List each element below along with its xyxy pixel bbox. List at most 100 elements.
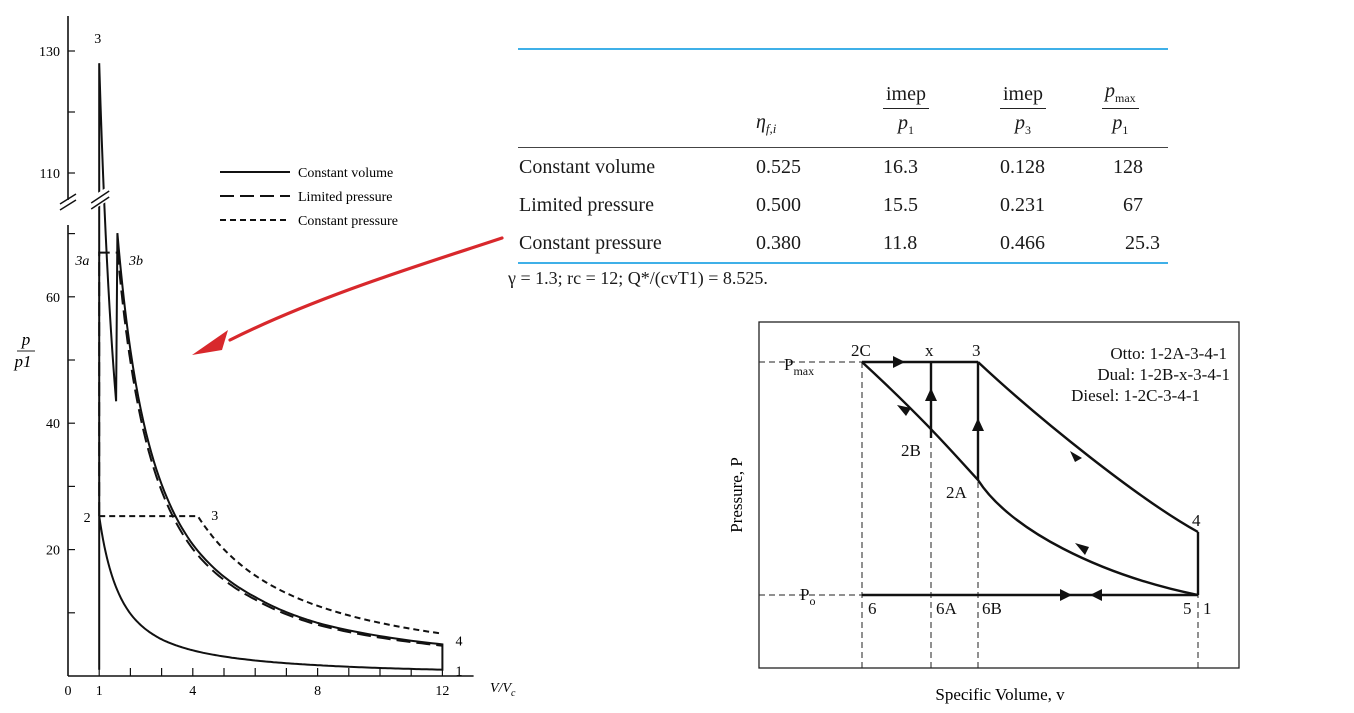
header-pmax-p1: pmax p1 (1101, 50, 1168, 147)
row-label: Constant pressure (519, 231, 662, 254)
pv-ratio-chart: 0 1 4 8 12 20 40 60 110 130 3 3a 3b 2 3 4 1 Constant vo… (14, 16, 517, 699)
point-label: 6A (936, 599, 958, 618)
x-axis-label: V/Vc (490, 681, 516, 699)
pmax-numerator: p (1105, 79, 1115, 102)
point-label: 2B (901, 441, 921, 460)
imep-p3-denominator: p (1015, 111, 1025, 134)
series-line-short-dash (99, 515, 443, 635)
diagram-guides (759, 361, 1199, 668)
cell-value: 11.8 (883, 231, 918, 254)
cycle-legend-path: : 1-2B-x-3-4-1 (1130, 365, 1230, 384)
arrow-head (1060, 589, 1072, 601)
table-row: Constant volume 0.525 16.3 0.128 128 (518, 148, 1168, 186)
table-header-row: ηf,i imep p1 imep p3 pmax p1 (518, 50, 1168, 147)
x-tick-label: 4 (189, 684, 196, 699)
cycle-legend-path: : 1-2C-3-4-1 (1115, 386, 1200, 405)
legend-label: Constant volume (298, 166, 393, 181)
table-row: Limited pressure 0.500 15.5 0.231 67 (518, 186, 1168, 224)
arrow-head (893, 356, 905, 368)
cycle-legend-name: Diesel (1071, 386, 1115, 405)
point-label: 4 (456, 634, 463, 649)
pmax-p1-denominator: p (1112, 111, 1123, 134)
header-eta-sub: f,i (765, 121, 777, 136)
break-gap (88, 187, 114, 209)
po-mark: Po (800, 585, 815, 608)
po-mark-sub: o (809, 594, 815, 608)
row-label: Limited pressure (519, 193, 654, 216)
expansion-curve (977, 361, 1199, 534)
y-tick-label: 40 (46, 417, 60, 432)
legend-label: Constant pressure (298, 214, 398, 229)
y-tick-label: 130 (39, 45, 60, 60)
y-tick-label: 110 (40, 167, 60, 182)
curve-break-mark (90, 196, 110, 210)
curve-break-mark (90, 190, 110, 204)
header-empty (518, 50, 755, 147)
cell-value: 16.3 (883, 155, 918, 178)
point-label: 2C (851, 341, 871, 360)
compression-curve (861, 361, 1199, 597)
header-imep-p3: imep p3 (999, 50, 1101, 147)
row-label: Constant volume (519, 155, 656, 178)
axis-break-mark (59, 193, 77, 205)
cell-value: 15.5 (883, 193, 918, 216)
cell-value: 0.128 (1000, 155, 1045, 178)
cell-value: 25.3 (1125, 231, 1160, 254)
cycle-legend-path: : 1-2A-3-4-1 (1141, 344, 1227, 363)
arrow-head (1090, 589, 1102, 601)
arrow-head (925, 388, 937, 401)
arrow-head (1070, 451, 1082, 462)
cycle-arrows (893, 356, 1102, 601)
point-label: 6B (982, 599, 1002, 618)
diagram-x-label: Specific Volume, v (935, 685, 1065, 704)
y-tick-label: 60 (46, 291, 60, 306)
table-bottom-rule (518, 262, 1168, 264)
point-label: 2 (84, 511, 91, 526)
arrow-head (897, 405, 911, 416)
header-imep-p1: imep p1 (882, 50, 999, 147)
x-tick-label: 1 (96, 684, 103, 699)
cycle-legend-name: Otto (1110, 344, 1140, 363)
point-label: 3 (972, 341, 981, 360)
table-header-rule (518, 147, 1168, 148)
po-mark-p: P (800, 585, 809, 604)
x-axis-label-c: c (511, 688, 516, 699)
point-label: 1 (456, 665, 463, 680)
cell-value: 0.380 (756, 231, 801, 254)
series-line-solid (98, 63, 444, 671)
cell-value: 0.466 (1000, 231, 1045, 254)
cell-value: 0.500 (756, 193, 801, 216)
diagram-point-labels: 2C x 3 2B 2A 4 6 6A 6B 5 1 (851, 341, 1212, 618)
table-row: Constant pressure 0.380 11.8 0.466 25.3 (518, 224, 1168, 262)
left-axis-titles: p p1 V/Vc (14, 330, 517, 699)
header-efficiency: ηf,i (755, 50, 882, 147)
results-table: ηf,i imep p1 imep p3 pmax p1 Constant volum… (518, 48, 1168, 264)
cycle-paths (861, 360, 1200, 597)
imep-p1-sub: 1 (908, 122, 914, 137)
imep-p3-numerator: imep (1000, 83, 1046, 109)
point-label: 3b (128, 254, 143, 269)
pmax-sub: max (1115, 90, 1136, 105)
point-label: x (925, 341, 934, 360)
axis-break-mark (59, 199, 77, 211)
results-grid: ηf,i imep p1 imep p3 pmax p1 (518, 50, 1168, 147)
y-axis-label-num: p (21, 330, 31, 349)
diagram-axis-marks: Pmax Po (784, 355, 815, 608)
cell-value: 128 (1113, 155, 1143, 178)
pmax-mark: Pmax (784, 355, 814, 378)
x-tick-label: 8 (314, 684, 321, 699)
point-label: 2A (946, 483, 968, 502)
cell-value: 0.525 (756, 155, 801, 178)
diagram-y-label: Pressure, P (727, 457, 746, 533)
point-label: 1 (1203, 599, 1212, 618)
imep-p1-denominator: p (898, 111, 908, 134)
y-axis-label-den: p1 (14, 352, 32, 371)
cycle-legend-item: Otto: 1-2A-3-4-1 (1110, 344, 1227, 363)
imep-p1-numerator: imep (883, 83, 929, 109)
pmax-p1-sub: 1 (1122, 122, 1129, 137)
cycle-legend: Otto: 1-2A-3-4-1 Dual: 1-2B-x-3-4-1 Dies… (1071, 344, 1230, 405)
legend-label: Limited pressure (298, 190, 392, 205)
imep-p3-sub: 3 (1025, 122, 1031, 137)
table-top-rule (518, 48, 1168, 50)
